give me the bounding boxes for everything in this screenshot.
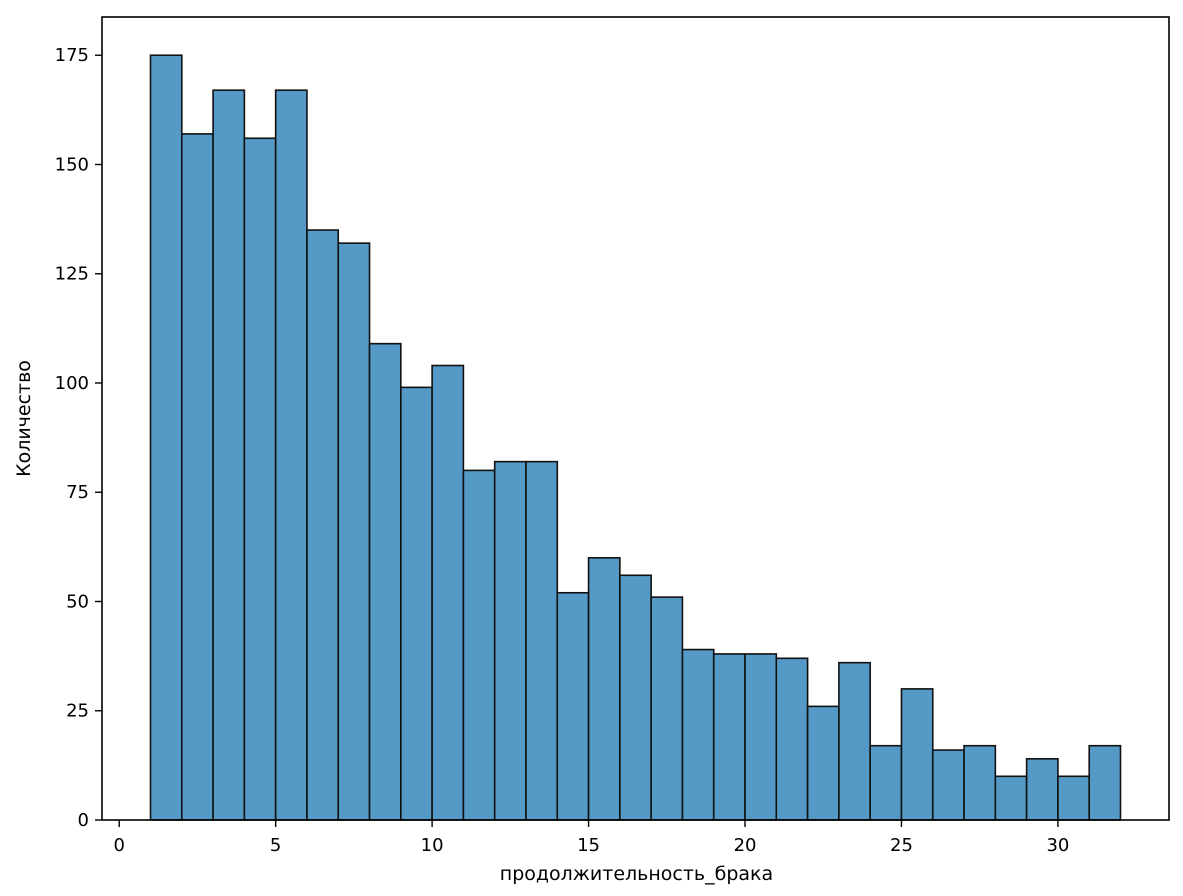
y-tick-label: 75 xyxy=(66,482,89,503)
histogram-bar xyxy=(462,469,496,821)
histogram-bar xyxy=(149,54,183,821)
histogram-bar xyxy=(556,591,590,821)
histogram-bar xyxy=(931,749,965,821)
plot-frame xyxy=(101,16,1170,821)
histogram-bar xyxy=(838,661,871,821)
histogram-bar xyxy=(212,89,246,821)
x-tick-label: 30 xyxy=(1046,835,1069,856)
histogram-bar xyxy=(587,556,621,821)
bars-group xyxy=(149,54,1122,821)
y-tick-label: 100 xyxy=(55,373,89,394)
y-tick-label: 50 xyxy=(66,591,89,612)
histogram-bar xyxy=(337,242,371,821)
histogram-bar xyxy=(994,775,1028,821)
y-axis-ticks: 0 25 50 75 100 125 150 175 xyxy=(55,45,102,831)
histogram-bar xyxy=(368,342,402,821)
y-tick-label: 25 xyxy=(66,701,89,722)
histogram-bar xyxy=(493,460,527,821)
y-axis-label: Количество xyxy=(13,360,35,477)
histogram-bar xyxy=(900,688,934,821)
x-tick-label: 5 xyxy=(270,835,281,856)
x-axis-ticks: 0 5 10 15 20 25 30 xyxy=(113,820,1069,856)
y-tick-label: 175 xyxy=(55,45,89,66)
histogram-bar xyxy=(681,648,715,821)
y-tick-label: 150 xyxy=(55,154,89,175)
x-tick-label: 20 xyxy=(734,835,757,856)
histogram-bar xyxy=(1025,758,1059,821)
histogram-bar xyxy=(744,653,778,821)
x-tick-label: 10 xyxy=(421,835,444,856)
histogram-bar xyxy=(180,133,214,821)
histogram-bar xyxy=(775,657,809,821)
histogram-bar xyxy=(650,596,684,821)
x-tick-label: 15 xyxy=(577,835,600,856)
histogram-bar xyxy=(306,229,340,821)
histogram-bar xyxy=(1088,744,1122,821)
y-tick-label: 125 xyxy=(55,264,89,285)
histogram-bar xyxy=(963,744,997,821)
histogram-bar xyxy=(806,705,840,821)
histogram-bar xyxy=(400,386,433,821)
x-tick-label: 0 xyxy=(113,835,124,856)
histogram-bar xyxy=(869,744,903,821)
histogram-bar xyxy=(1057,775,1091,821)
x-axis-label: продолжительность_брака xyxy=(500,863,773,885)
histogram-bar xyxy=(243,137,277,821)
histogram-bar xyxy=(431,364,465,821)
histogram-bar xyxy=(712,653,746,821)
histogram-bar xyxy=(274,89,308,821)
histogram-bar xyxy=(525,460,559,821)
y-tick-label: 0 xyxy=(78,810,89,831)
x-tick-label: 25 xyxy=(890,835,913,856)
histogram-bar xyxy=(619,574,652,821)
